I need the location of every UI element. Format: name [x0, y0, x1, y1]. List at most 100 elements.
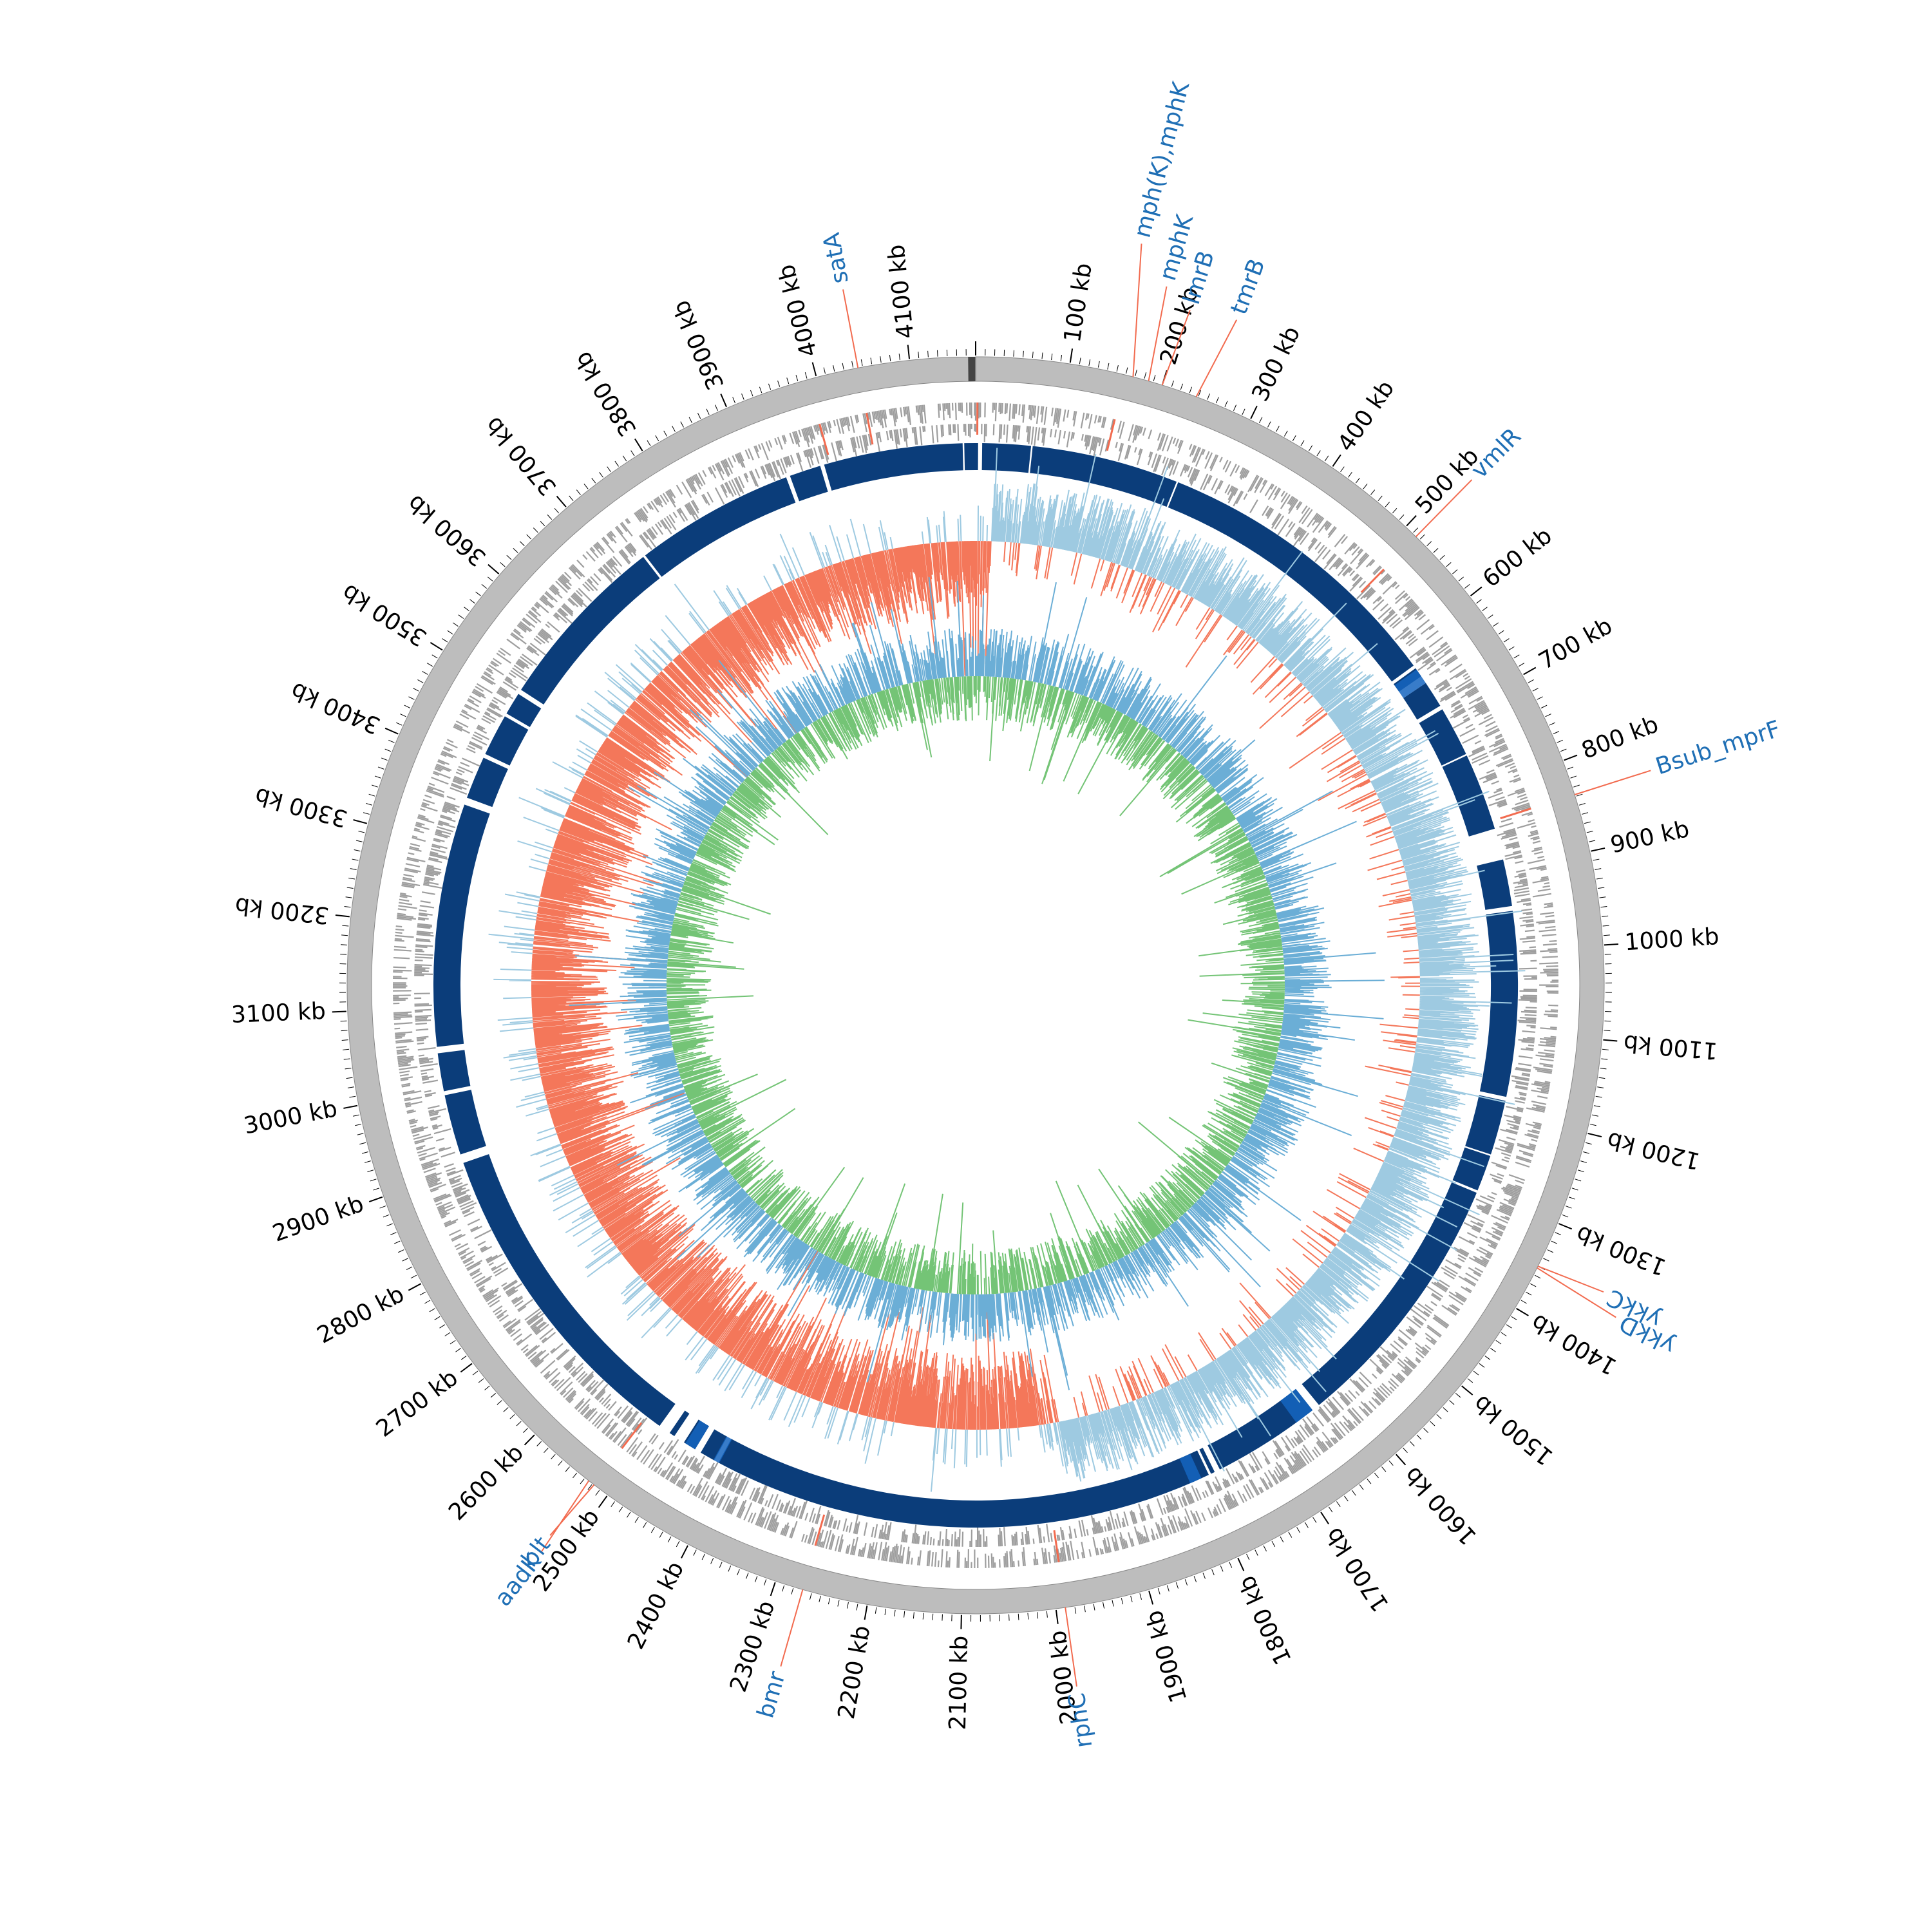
minor-tick — [1591, 1114, 1598, 1117]
minor-tick — [1202, 1572, 1206, 1579]
blast-segment — [506, 694, 542, 727]
minor-tick — [697, 413, 701, 419]
cds-forward-strand — [392, 402, 1559, 1569]
minor-tick — [1112, 1600, 1114, 1607]
minor-tick — [406, 1266, 413, 1271]
minor-tick — [1242, 408, 1245, 415]
minor-tick — [419, 1291, 426, 1296]
minor-tick — [1116, 365, 1119, 372]
minor-tick — [714, 404, 718, 411]
minor-tick — [1467, 1378, 1473, 1383]
tick-label: 3900 kb — [668, 296, 730, 393]
cds-highlight — [1106, 419, 1116, 451]
minor-tick — [353, 1114, 360, 1117]
minor-tick — [1553, 731, 1560, 735]
minor-tick — [1423, 1428, 1428, 1434]
major-tick — [408, 1283, 422, 1291]
minor-tick — [1207, 393, 1210, 400]
minor-tick — [1513, 654, 1520, 659]
minor-tick — [618, 1506, 623, 1513]
minor-tick — [497, 1400, 502, 1405]
minor-tick — [358, 831, 365, 833]
tick-label: 3800 kb — [569, 346, 641, 440]
minor-tick — [1567, 766, 1574, 770]
minor-tick — [1436, 1414, 1442, 1419]
blast-variant-segment — [685, 1420, 709, 1450]
minor-tick — [611, 1501, 615, 1507]
blast-segment — [1403, 683, 1441, 720]
major-tick — [1564, 754, 1578, 761]
minor-tick — [1300, 440, 1305, 446]
minor-tick — [1490, 1348, 1496, 1352]
minor-tick — [647, 440, 651, 446]
minor-tick — [472, 1370, 478, 1376]
minor-tick — [1135, 370, 1137, 377]
tick-label: 2200 kb — [833, 1624, 876, 1721]
minor-tick — [1596, 877, 1603, 880]
minor-tick — [379, 1206, 386, 1209]
minor-tick — [913, 1612, 914, 1619]
minor-tick — [1296, 1527, 1301, 1533]
minor-tick — [1551, 1240, 1558, 1244]
tick-label: 100 kb — [1059, 261, 1097, 345]
minor-tick — [1439, 554, 1445, 560]
tick-label: 3000 kb — [242, 1095, 339, 1139]
minor-tick — [1602, 925, 1609, 927]
minor-tick — [710, 1557, 714, 1564]
minor-tick — [688, 417, 693, 423]
minor-tick — [544, 1448, 549, 1454]
blast-segment — [433, 804, 490, 1047]
minor-tick — [1506, 1324, 1512, 1329]
annotation-leader-line — [1195, 319, 1238, 397]
minor-tick — [655, 435, 659, 442]
gc-content-low — [531, 540, 1421, 1430]
tick-label: 900 kb — [1608, 816, 1692, 858]
minor-tick — [1126, 367, 1128, 374]
minor-tick — [1526, 1291, 1532, 1296]
minor-tick — [1283, 430, 1288, 437]
blast-segment — [485, 716, 529, 766]
minor-tick — [395, 722, 402, 726]
annotation-leader-line — [1132, 243, 1142, 377]
minor-tick — [1595, 868, 1602, 870]
minor-tick — [1589, 1124, 1596, 1126]
minor-tick — [434, 1316, 440, 1320]
gc-skew-negative — [666, 676, 1285, 1295]
annotation-leader-line — [1537, 1267, 1616, 1318]
minor-tick — [1433, 548, 1439, 553]
minor-tick — [506, 554, 512, 560]
minor-tick — [481, 583, 487, 589]
cds-highlight — [1360, 569, 1385, 593]
minor-tick — [569, 495, 574, 501]
minor-tick — [1381, 1466, 1387, 1472]
minor-tick — [927, 350, 929, 357]
minor-tick — [875, 1607, 877, 1614]
tick-label: 400 kb — [1332, 375, 1399, 456]
minor-tick — [426, 663, 433, 667]
minor-tick — [526, 534, 532, 540]
tick-label: 3600 kb — [402, 489, 491, 571]
blast-segment — [964, 443, 976, 471]
minor-tick — [576, 489, 581, 495]
minor-tick — [1579, 802, 1586, 806]
gene-label-sata: satA — [819, 231, 854, 286]
minor-tick — [1593, 1105, 1600, 1108]
minor-tick — [706, 408, 710, 415]
minor-tick — [1166, 1585, 1170, 1592]
minor-tick — [599, 472, 603, 478]
major-tick — [353, 819, 368, 824]
blast-segment — [1465, 1095, 1506, 1155]
tick-label: 2900 kb — [269, 1191, 367, 1247]
minor-tick — [750, 390, 753, 397]
minor-tick — [1079, 357, 1081, 365]
minor-tick — [402, 1258, 408, 1262]
tick-label: 600 kb — [1478, 523, 1557, 593]
minor-tick — [442, 638, 448, 643]
minor-tick — [701, 1553, 705, 1560]
blast-segment — [1199, 1448, 1215, 1474]
tick-label: 500 kb — [1410, 443, 1484, 519]
tick-label: 2100 kb — [945, 1635, 973, 1730]
minor-tick — [361, 1151, 368, 1154]
minor-tick — [384, 748, 392, 752]
minor-tick — [565, 1466, 570, 1472]
